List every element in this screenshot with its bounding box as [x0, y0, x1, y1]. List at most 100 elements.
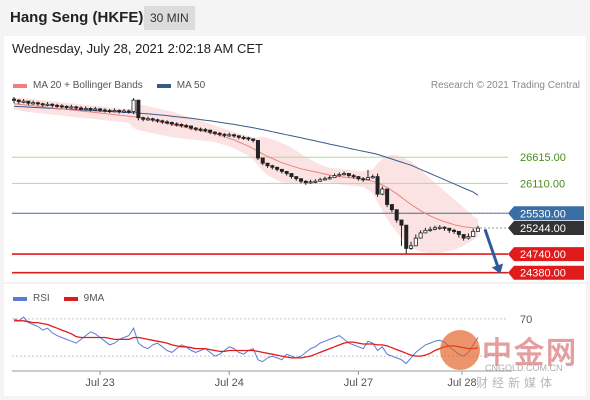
candle-body-85 — [418, 232, 423, 239]
candle-body-8 — [50, 103, 55, 106]
price-label-bg-5 — [508, 265, 584, 280]
candle-body-76 — [375, 176, 380, 195]
candle-body-39 — [198, 128, 203, 131]
candle-body-79 — [389, 204, 394, 211]
instrument-title: Hang Seng (HKFE) — [10, 9, 144, 26]
legend-label-rsi: RSI — [33, 293, 50, 304]
candle-body-86 — [423, 229, 428, 234]
candle-body-62 — [308, 181, 313, 184]
watermark-subtitle: 财经新媒体 — [476, 376, 557, 390]
bollinger-band — [14, 97, 478, 254]
candle-body-61 — [303, 180, 308, 184]
timeframe-button[interactable]: 30 MIN — [144, 6, 195, 30]
x-tick-label-0: Jul 23 — [85, 377, 114, 389]
candle-body-95 — [466, 236, 471, 239]
watermark-brand: 中金网 — [482, 336, 578, 371]
candle-body-12 — [69, 106, 74, 109]
candle-body-14 — [78, 107, 83, 110]
forecast-arrow-line — [483, 228, 501, 271]
candle-body-88 — [432, 227, 437, 230]
candle-body-38 — [193, 127, 198, 130]
legend-item-bollinger: MA 20 + Bollinger Bands — [13, 80, 143, 91]
candle-body-3 — [26, 100, 31, 104]
candle-body-71 — [351, 175, 356, 178]
candle-body-72 — [356, 176, 361, 180]
candle-body-22 — [117, 110, 122, 113]
candle-body-51 — [255, 140, 260, 159]
price-label-3: 25244.00 — [520, 223, 566, 235]
candle-body-91 — [447, 227, 452, 231]
rsi-line — [13, 316, 479, 365]
candle-body-47 — [236, 135, 241, 138]
candle-body-34 — [174, 123, 179, 126]
candle-body-2 — [21, 100, 26, 103]
watermark-url: CNGOLD.COM.CN — [485, 363, 563, 373]
candle-body-31 — [160, 120, 165, 123]
legend-item-9ma: 9MA — [63, 293, 105, 304]
candle-body-16 — [88, 108, 93, 111]
candle-body-58 — [289, 173, 294, 177]
candle-body-33 — [169, 121, 174, 125]
candle-body-18 — [98, 108, 103, 111]
price-label-5: 24380.00 — [520, 268, 566, 280]
candle-body-63 — [313, 180, 318, 183]
candle-body-69 — [342, 173, 347, 176]
candle-body-54 — [270, 165, 275, 168]
ma20-line — [13, 103, 479, 229]
candle-body-17 — [93, 108, 98, 111]
candle-body-96 — [471, 230, 476, 237]
timestamp: Wednesday, July 28, 2021 2:02:18 AM CET — [12, 41, 263, 56]
price-label-2: 25530.00 — [520, 208, 566, 220]
candle-body-75 — [370, 176, 375, 179]
candle-body-83 — [409, 245, 414, 249]
candle-body-27 — [141, 117, 146, 120]
candle-body-60 — [299, 178, 304, 182]
candle-body-5 — [35, 102, 40, 105]
price-label-bg-3 — [508, 221, 584, 236]
candle-body-41 — [208, 129, 213, 133]
candle-body-24 — [126, 110, 131, 113]
candle-body-80 — [394, 209, 399, 221]
legend-item-ma50: MA 50 — [156, 80, 205, 91]
price-label-4: 24740.00 — [520, 249, 566, 261]
candle-body-66 — [327, 177, 332, 180]
chart-header: Hang Seng (HKFE) 30 MIN — [0, 0, 590, 36]
candle-body-92 — [452, 229, 457, 232]
price-label-1: 26110.00 — [520, 178, 565, 190]
candle-body-68 — [337, 174, 342, 177]
candle-body-81 — [399, 219, 404, 226]
candle-body-23 — [122, 110, 127, 113]
candle-body-42 — [212, 131, 217, 134]
rsi-ma-line — [14, 320, 479, 359]
candle-body-9 — [55, 104, 60, 107]
candle-body-48 — [241, 136, 246, 139]
candle-body-89 — [437, 226, 442, 229]
rsi-swatch-icon — [13, 296, 27, 301]
candle-body-40 — [203, 129, 208, 132]
candle-body-35 — [179, 124, 184, 127]
candle-body-87 — [428, 228, 433, 231]
candle-body-4 — [31, 102, 36, 105]
ma50-line — [13, 105, 479, 196]
candle-body-64 — [318, 179, 323, 182]
legend-label-9ma: 9MA — [83, 293, 105, 304]
candle-body-29 — [150, 118, 155, 121]
candle-body-30 — [155, 119, 160, 122]
research-credit: Research © 2021 Trading Central — [430, 80, 580, 91]
x-tick-label-2: Jul 27 — [344, 377, 373, 389]
candle-body-45 — [227, 134, 232, 137]
candle-body-20 — [107, 110, 112, 113]
candle-body-43 — [217, 132, 222, 135]
candle-body-97 — [475, 227, 480, 232]
watermark: 中金网 CNGOLD.COM.CN 财经新媒体 — [440, 330, 580, 390]
candle-body-77 — [380, 188, 385, 195]
candle-body-53 — [265, 162, 270, 167]
candle-body-84 — [413, 237, 418, 247]
candle-body-7 — [45, 103, 50, 106]
candle-body-90 — [442, 226, 447, 229]
rsi-tick-label-0: 70 — [520, 314, 532, 326]
x-tick-label-3: Jul 28 — [447, 377, 476, 389]
candle-body-82 — [404, 224, 409, 249]
candle-body-52 — [260, 157, 265, 164]
